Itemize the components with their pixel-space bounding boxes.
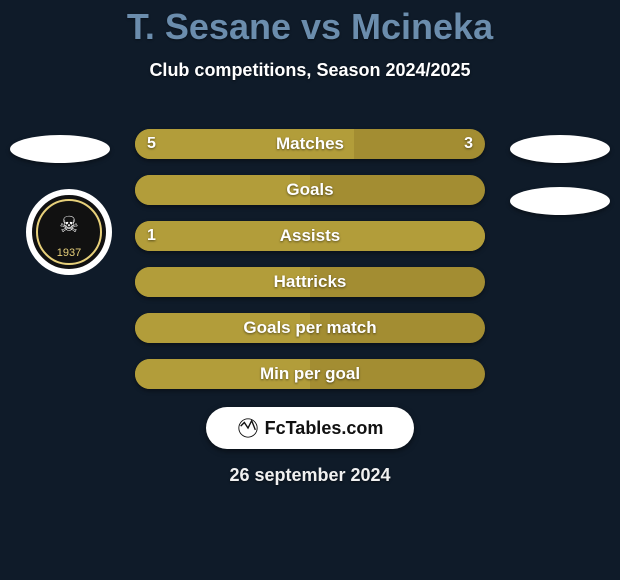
watermark-badge: FcTables.com bbox=[206, 407, 414, 449]
stat-bar-left-value: 5 bbox=[147, 129, 156, 159]
left-club-badge: ☠ 1937 bbox=[26, 189, 112, 275]
stat-bar-label: Min per goal bbox=[135, 359, 485, 389]
watermark-text: FcTables.com bbox=[265, 418, 384, 439]
right-team-badge-placeholder-1 bbox=[510, 135, 610, 163]
subtitle: Club competitions, Season 2024/2025 bbox=[0, 60, 620, 81]
stats-canvas: ☠ 1937 Matches5 3 Goals Assists1 Hattricks Go… bbox=[0, 105, 620, 535]
right-team-badge-placeholder-2 bbox=[510, 187, 610, 215]
stat-bar: Assists1 bbox=[135, 221, 485, 251]
skull-icon: ☠ bbox=[59, 212, 79, 238]
badge-year: 1937 bbox=[32, 247, 106, 259]
stat-bar-label: Goals per match bbox=[135, 313, 485, 343]
stat-bar: Min per goal bbox=[135, 359, 485, 389]
stat-bar-label: Goals bbox=[135, 175, 485, 205]
stat-bar-label: Hattricks bbox=[135, 267, 485, 297]
stat-bar-label: Matches bbox=[135, 129, 485, 159]
stat-bar-label: Assists bbox=[135, 221, 485, 251]
stat-bar: Hattricks bbox=[135, 267, 485, 297]
stat-bar-left-value: 1 bbox=[147, 221, 156, 251]
stat-bar: Goals bbox=[135, 175, 485, 205]
stat-bars: Matches5 3 Goals Assists1 Hattricks Goals per… bbox=[135, 129, 485, 405]
left-team-badge-placeholder-1 bbox=[10, 135, 110, 163]
page-title: T. Sesane vs Mcineka bbox=[0, 0, 620, 48]
stat-bar: Goals per match bbox=[135, 313, 485, 343]
stat-bar: Matches5 3 bbox=[135, 129, 485, 159]
stat-bar-right-value: 3 bbox=[464, 129, 473, 159]
date-text: 26 september 2024 bbox=[0, 465, 620, 486]
watermark-icon bbox=[237, 417, 259, 439]
